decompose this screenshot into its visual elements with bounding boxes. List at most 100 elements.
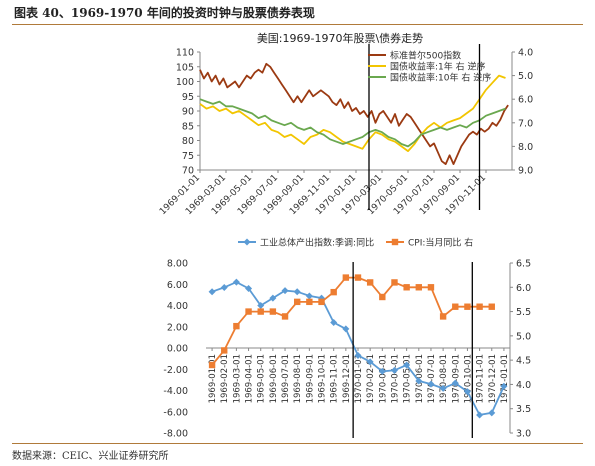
bottom-point-ip bbox=[403, 361, 411, 369]
bottom-point-cpi bbox=[294, 298, 301, 306]
bottom-point-cpi bbox=[269, 308, 277, 315]
bottom-point-cpi bbox=[306, 298, 313, 306]
bottom-point-ip bbox=[500, 382, 508, 390]
bottom-left-tick-label: -4.00 bbox=[163, 386, 188, 397]
bottom-point-cpi bbox=[257, 308, 264, 315]
top-series bbox=[199, 62, 509, 165]
top-left-axis: 70 75 80 85 90 95 100 105 110 bbox=[176, 48, 201, 177]
bottom-point-ip bbox=[305, 292, 313, 300]
top-left-tick-label: 100 bbox=[176, 77, 194, 88]
bottom-point-ip bbox=[281, 287, 289, 295]
bottom-right-tick-label: 4.0 bbox=[516, 380, 531, 391]
stock-bond-chart: 美国:1969-1970年股票\债券走势 70 75 80 85 90 95 100 105 1… bbox=[158, 31, 533, 217]
bottom-point-cpi bbox=[342, 274, 350, 281]
bottom-point-cpi bbox=[476, 303, 483, 310]
bottom-x-tick-label: 1969-12-01 bbox=[342, 354, 352, 403]
legend-label: 工业总体产出指数:季调:同比 bbox=[260, 237, 374, 249]
bottom-x-tick-label: 1970-04-01 bbox=[390, 354, 400, 403]
bottom-left-axis: 8.00 6.00 4.00 2.00 0.00 -2.00 -4.00 -6.00 -8.00 bbox=[163, 259, 188, 440]
top-right-tick-label: 9.0 bbox=[518, 166, 533, 177]
bottom-point-ip bbox=[451, 379, 459, 387]
top-series-line-1 bbox=[199, 62, 509, 165]
top-right-tick-label: 8.0 bbox=[518, 142, 533, 153]
bottom-x-tick-label: 1970-05-01 bbox=[403, 354, 413, 403]
bottom-point-ip bbox=[427, 380, 435, 388]
bottom-point-ip bbox=[257, 302, 265, 309]
bottom-series-line-2 bbox=[211, 276, 492, 366]
bottom-point-cpi bbox=[281, 313, 289, 320]
bottom-x-tick-label: 1969-02-01 bbox=[220, 354, 230, 403]
bottom-left-tick-label: 4.00 bbox=[167, 301, 188, 312]
bottom-right-tick-label: 4.5 bbox=[516, 356, 531, 367]
top-left-tick-label: 90 bbox=[182, 107, 194, 118]
bottom-x-tick-label: 1969-07-01 bbox=[281, 354, 291, 403]
bottom-point-cpi bbox=[464, 303, 471, 310]
bottom-legend: 工业总体产出指数:季调:同比 CPI:当月同比 右 bbox=[238, 237, 473, 249]
top-phase-markers bbox=[368, 44, 481, 210]
top-right-tick-label: 7.0 bbox=[518, 118, 533, 129]
bottom-x-tick-label: 1969-04-01 bbox=[245, 354, 255, 403]
bottom-point-cpi bbox=[208, 361, 216, 369]
bottom-x-tick-label: 1970-11-01 bbox=[476, 354, 486, 403]
bottom-x-tick-label: 1970-09-01 bbox=[451, 354, 461, 403]
legend-label: CPI:当月同比 右 bbox=[408, 237, 473, 249]
bottom-point-cpi bbox=[427, 284, 435, 291]
bottom-x-tick-label: 1969-06-01 bbox=[269, 354, 279, 403]
bottom-right-tick-label: 5.5 bbox=[516, 307, 531, 318]
bottom-point-ip bbox=[415, 377, 423, 385]
bottom-x-tick-label: 1970-12-01 bbox=[488, 354, 498, 403]
top-series-line-2 bbox=[199, 74, 506, 152]
bottom-x-tick-label: 1969-10-01 bbox=[318, 354, 328, 403]
bottom-series bbox=[208, 274, 508, 419]
top-left-tick-label: 110 bbox=[176, 48, 194, 59]
bottom-x-tick-label: 1969-08-01 bbox=[293, 354, 303, 403]
figure-title: 图表 40、1969-1970 年间的投资时钟与股票债券表现 bbox=[14, 6, 315, 20]
bottom-right-tick-label: 5.0 bbox=[516, 331, 531, 342]
bottom-left-tick-label: 6.00 bbox=[167, 280, 188, 291]
bottom-left-tick-label: 2.00 bbox=[167, 322, 188, 333]
macro-chart: 工业总体产出指数:季调:同比 CPI:当月同比 右 8.00 6.00 4.00 2.0… bbox=[163, 237, 531, 440]
top-right-tick-label: 5.0 bbox=[518, 71, 533, 82]
bottom-left-tick-label: -8.00 bbox=[163, 429, 188, 440]
bottom-point-ip bbox=[269, 294, 277, 302]
bottom-right-axis: 6.5 6.0 5.5 5.0 4.5 4.0 3.5 3.0 bbox=[509, 259, 531, 440]
bottom-right-tick-label: 3.0 bbox=[516, 429, 531, 440]
bottom-point-ip bbox=[439, 384, 447, 392]
bottom-point-ip bbox=[208, 288, 216, 296]
top-left-tick-label: 95 bbox=[182, 92, 194, 103]
top-right-tick-label: 6.0 bbox=[518, 95, 533, 106]
bottom-left-tick-label: 0.00 bbox=[167, 344, 188, 355]
bottom-point-cpi bbox=[488, 303, 495, 310]
bottom-point-ip bbox=[232, 278, 240, 286]
bottom-point-ip bbox=[378, 367, 386, 375]
bottom-left-tick-label: 8.00 bbox=[167, 259, 188, 270]
bottom-point-cpi bbox=[233, 322, 240, 330]
top-left-tick-label: 75 bbox=[182, 151, 194, 162]
bottom-point-cpi bbox=[452, 303, 459, 310]
bottom-point-cpi bbox=[221, 347, 228, 354]
bottom-x-tick-label: 1971-01-01 bbox=[500, 354, 510, 403]
legend-label: 国债收益率:10年 右 逆序 bbox=[390, 72, 491, 84]
source-note: 数据来源：CEIC、兴业证券研究所 bbox=[12, 451, 169, 462]
title-divider bbox=[12, 24, 583, 25]
bottom-point-cpi bbox=[439, 313, 447, 320]
bottom-right-tick-label: 3.5 bbox=[516, 404, 531, 415]
top-left-tick-label: 85 bbox=[182, 121, 194, 132]
bottom-x-tick-label: 1970-10-01 bbox=[463, 354, 473, 403]
bottom-x-tick-label: 1970-07-01 bbox=[427, 354, 437, 403]
bottom-point-ip bbox=[390, 366, 398, 374]
bottom-point-ip bbox=[366, 358, 374, 366]
footer-divider bbox=[12, 443, 583, 444]
bottom-x-tick-label: 1969-05-01 bbox=[257, 354, 267, 403]
bottom-x-tick-label: 1970-03-01 bbox=[378, 354, 388, 403]
bottom-point-ip bbox=[220, 283, 228, 291]
bottom-point-ip bbox=[463, 388, 471, 396]
top-x-axis: 1969-01-011969-03-011969-05-011969-07-01… bbox=[158, 169, 512, 217]
bottom-point-ip bbox=[342, 325, 350, 333]
top-right-axis: 4.0 5.0 6.0 7.0 8.0 9.0 bbox=[511, 48, 533, 177]
bottom-x-tick-label: 1969-09-01 bbox=[305, 354, 315, 403]
top-right-tick-label: 4.0 bbox=[518, 48, 533, 59]
bottom-x-tick-label: 1969-01-01 bbox=[208, 354, 218, 403]
bottom-point-cpi bbox=[415, 284, 422, 291]
bottom-point-cpi bbox=[354, 274, 362, 281]
